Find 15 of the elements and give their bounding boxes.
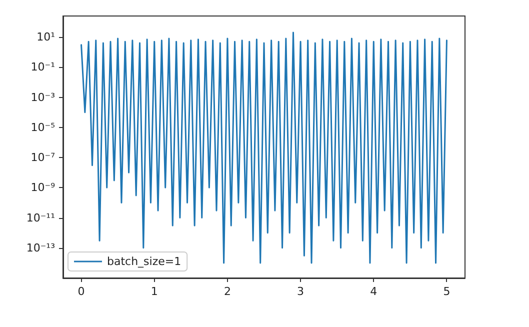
- y-tick-label: 10⁻¹³: [26, 241, 55, 254]
- x-tick-label: 4: [370, 285, 378, 298]
- y-tick-label: 10⁻⁹: [30, 181, 55, 194]
- y-tick-label: 10⁻¹: [30, 60, 55, 74]
- x-tick-label: 1: [150, 285, 158, 298]
- y-tick-label: 10⁻⁷: [30, 151, 55, 164]
- y-tick-label: 10¹: [36, 30, 55, 44]
- y-tick-label: 10⁻³: [30, 90, 55, 104]
- x-tick-label: 0: [78, 285, 85, 298]
- x-tick-label: 5: [443, 285, 450, 298]
- y-tick-label: 10⁻¹¹: [26, 211, 55, 224]
- x-tick-label: 3: [297, 285, 304, 298]
- x-tick-label: 2: [224, 285, 231, 298]
- y-tick-label: 10⁻⁵: [30, 120, 55, 134]
- legend-label: batch_size=1: [107, 255, 182, 268]
